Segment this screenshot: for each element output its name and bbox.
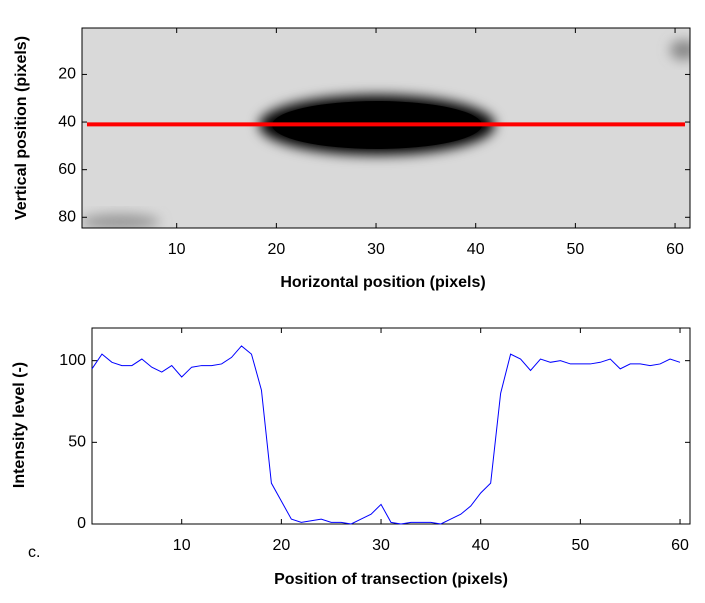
y-axis-label: Intensity level (-) (11, 362, 28, 488)
y-tick-label: 0 (77, 515, 86, 532)
y-tick-label: 50 (68, 434, 86, 451)
x-tick-label: 60 (671, 537, 689, 554)
plot-frame (91, 327, 691, 525)
x-tick-label: 40 (467, 241, 485, 258)
image-background (82, 28, 690, 228)
x-tick-label: 50 (571, 537, 589, 554)
x-tick-label: 30 (367, 241, 385, 258)
x-tick-label: 20 (272, 537, 290, 554)
line-series (91, 345, 681, 525)
x-tick-label: 60 (666, 241, 684, 258)
y-tick-label: 40 (58, 113, 76, 130)
y-tick-label: 100 (59, 352, 86, 369)
y-tick-label: 80 (58, 209, 76, 226)
y-tick-label: 60 (58, 161, 76, 178)
x-tick-label: 20 (267, 241, 285, 258)
x-tick-label: 10 (173, 537, 191, 554)
annotation: c. (28, 544, 40, 561)
y-axis-label: Vertical position (pixels) (13, 36, 30, 220)
x-axis-label: Position of transection (pixels) (274, 571, 508, 588)
x-axis-label: Horizontal position (pixels) (280, 274, 485, 291)
x-tick-label: 30 (372, 537, 390, 554)
x-tick-label: 10 (168, 241, 186, 258)
y-tick-label: 20 (58, 66, 76, 83)
plot-frame (81, 27, 691, 229)
x-tick-label: 40 (472, 537, 490, 554)
x-tick-label: 50 (566, 241, 584, 258)
